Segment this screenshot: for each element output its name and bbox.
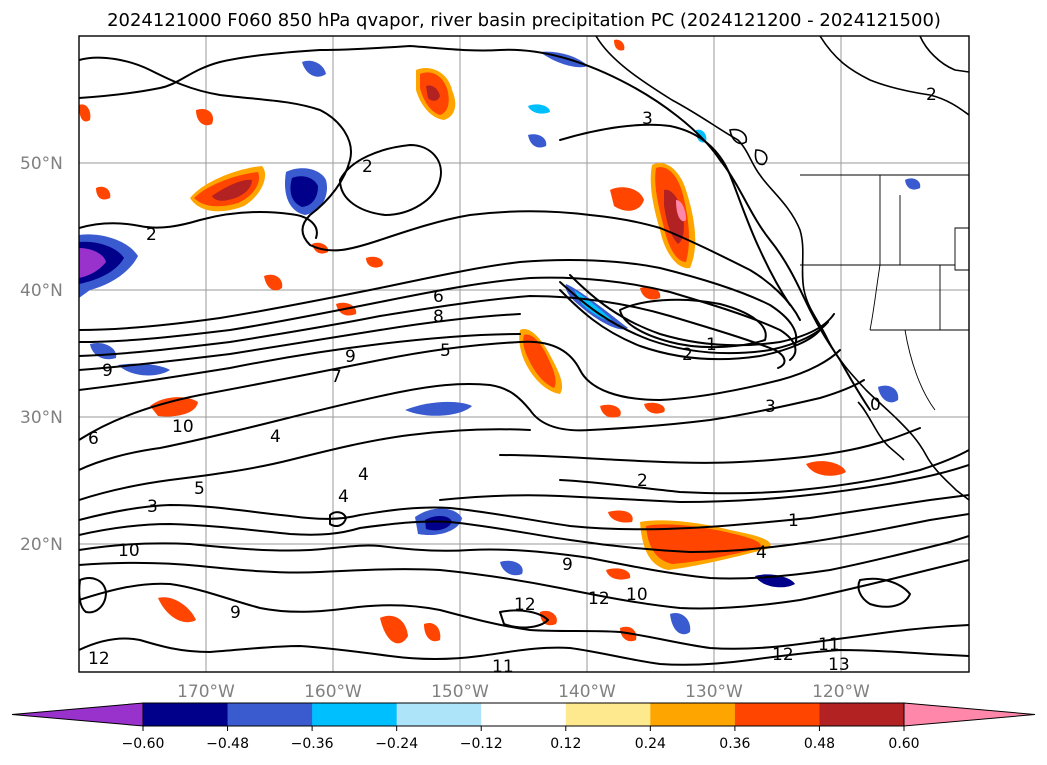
svg-text:0: 0 [870, 395, 881, 415]
colorbar-tick-label: −0.12 [460, 736, 503, 752]
colorbar-swatch [819, 703, 905, 726]
contour-labels: 2 2 3 6 8 5 9 7 10 4 6 5 4 4 3 2 1 2 1 3 [88, 85, 937, 677]
svg-text:12: 12 [88, 649, 110, 669]
map-title: 2024121000 F060 850 hPa qvapor, river ba… [107, 10, 941, 31]
lon-label-140w: 140°W [558, 682, 616, 702]
svg-text:13: 13 [828, 655, 850, 675]
colorbar-swatch [565, 703, 651, 726]
lat-label-50n: 50°N [20, 154, 63, 174]
precip-pc-fill [79, 39, 921, 644]
lon-label-150w: 150°W [431, 682, 489, 702]
svg-text:6: 6 [433, 287, 444, 307]
map-frame [78, 35, 970, 673]
svg-text:9: 9 [102, 361, 113, 381]
svg-text:10: 10 [172, 417, 194, 437]
latitude-labels: 50°N 40°N 30°N 20°N [20, 154, 63, 555]
lon-label-130w: 130°W [685, 682, 743, 702]
svg-text:1: 1 [788, 511, 799, 531]
lat-label-20n: 20°N [20, 535, 63, 555]
svg-text:4: 4 [338, 487, 349, 507]
svg-text:2: 2 [637, 471, 648, 491]
svg-text:4: 4 [270, 427, 281, 447]
colorbar-tick-label: 0.24 [635, 736, 666, 752]
svg-text:6: 6 [88, 429, 99, 449]
svg-text:4: 4 [358, 465, 369, 485]
colorbar-tick-label: −0.24 [375, 736, 418, 752]
svg-text:1: 1 [706, 335, 717, 355]
colorbar-tick-label: −0.48 [206, 736, 249, 752]
svg-text:10: 10 [118, 541, 140, 561]
svg-text:5: 5 [440, 341, 451, 361]
map-panel: 2 2 3 6 8 5 9 7 10 4 6 5 4 4 3 2 1 2 1 3 [78, 35, 970, 677]
colorbar: −0.60 −0.48 −0.36 −0.24 −0.12 0.12 0.24 0.36 0.4… [11, 702, 1036, 752]
coastlines [595, 36, 969, 501]
lon-label-170w: 170°W [177, 682, 235, 702]
svg-text:9: 9 [230, 603, 241, 623]
colorbar-swatches [11, 702, 1036, 727]
colorbar-swatch [312, 703, 398, 726]
colorbar-tick-label: −0.36 [291, 736, 334, 752]
svg-text:2: 2 [362, 157, 373, 177]
svg-text:12: 12 [588, 589, 610, 609]
colorbar-tick-label: −0.60 [122, 736, 165, 752]
colorbar-swatch [227, 703, 313, 726]
svg-text:11: 11 [818, 635, 840, 655]
colorbar-ticks: −0.60 −0.48 −0.36 −0.24 −0.12 0.12 0.24 0.36 0.4… [122, 726, 920, 752]
colorbar-extend-max [903, 702, 1036, 727]
svg-text:7: 7 [331, 367, 342, 387]
svg-text:2: 2 [926, 85, 937, 105]
lat-label-30n: 30°N [20, 408, 63, 428]
colorbar-outline [142, 702, 905, 727]
svg-text:3: 3 [765, 397, 776, 417]
svg-text:9: 9 [562, 555, 573, 575]
longitude-labels: 170°W 160°W 150°W 140°W 130°W 120°W [177, 682, 870, 702]
lon-label-120w: 120°W [812, 682, 870, 702]
colorbar-swatch [650, 703, 736, 726]
svg-text:12: 12 [772, 645, 794, 665]
svg-text:3: 3 [642, 109, 653, 129]
svg-text:3: 3 [147, 497, 158, 517]
lon-label-160w: 160°W [304, 682, 362, 702]
svg-text:12: 12 [514, 595, 536, 615]
colorbar-swatch [481, 703, 567, 726]
colorbar-tick-label: 0.12 [550, 736, 581, 752]
svg-text:4: 4 [756, 543, 767, 563]
svg-text:2: 2 [146, 225, 157, 245]
svg-text:8: 8 [433, 307, 444, 327]
colorbar-swatch [734, 703, 820, 726]
graticule [79, 36, 969, 672]
colorbar-tick-label: 0.60 [888, 736, 919, 752]
svg-text:2: 2 [682, 345, 693, 365]
svg-text:5: 5 [194, 479, 205, 499]
lat-label-40n: 40°N [20, 281, 63, 301]
colorbar-swatch [396, 703, 482, 726]
colorbar-swatch [143, 703, 229, 726]
svg-text:10: 10 [626, 585, 648, 605]
svg-text:11: 11 [492, 657, 514, 677]
qvapor-contours [79, 45, 969, 666]
svg-text:9: 9 [345, 347, 356, 367]
colorbar-tick-label: 0.36 [719, 736, 750, 752]
colorbar-tick-label: 0.48 [804, 736, 835, 752]
colorbar-extend-min [11, 702, 144, 727]
